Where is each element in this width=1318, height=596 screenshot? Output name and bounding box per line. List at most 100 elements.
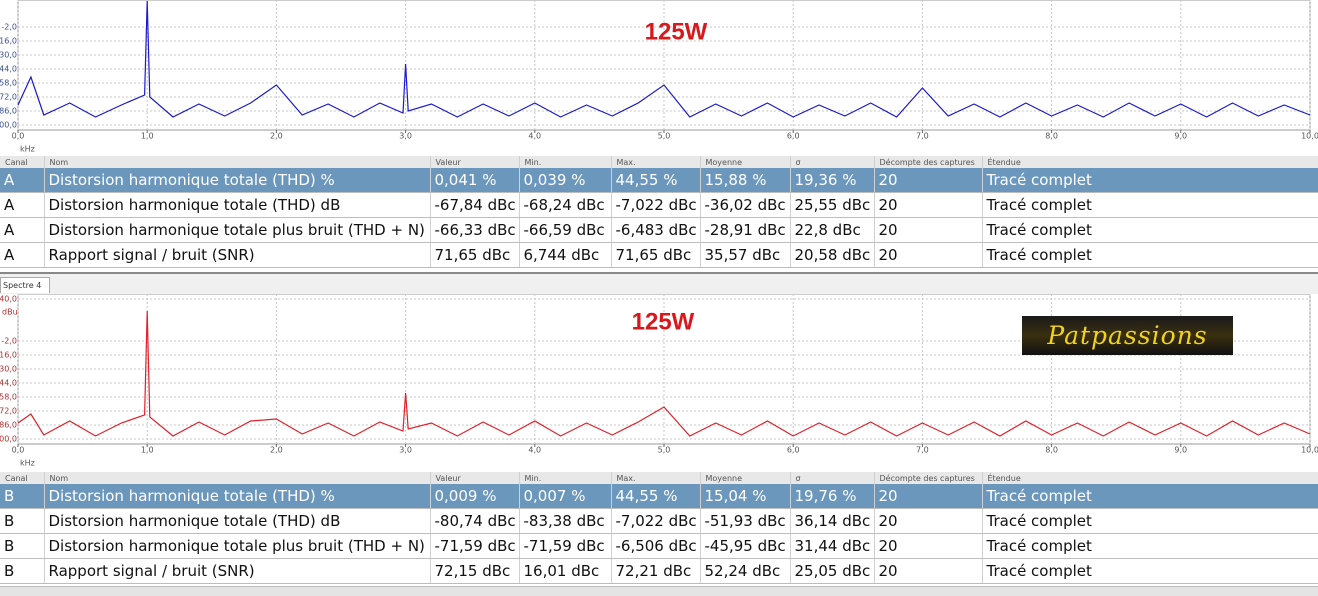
x-tick-label: 9,0 — [1174, 132, 1187, 141]
table-cell: 15,88 % — [700, 168, 791, 193]
column-header[interactable]: Canal — [0, 472, 45, 484]
table-cell: 0,007 % — [519, 484, 612, 509]
table-cell: 20 — [874, 192, 983, 218]
x-tick-label: 5,0 — [658, 132, 671, 141]
x-tick-label: 7,0 — [916, 132, 929, 141]
table-row[interactable]: B Rapport signal / bruit (SNR) 72,15 dBc 16… — [0, 558, 1318, 584]
table-cell: -6,506 dBc — [611, 533, 701, 559]
y-tick-label: -100,0 — [0, 121, 17, 130]
y-tick-label: -72,0 — [0, 407, 17, 416]
table-cell: -80,74 dBc — [430, 508, 520, 534]
column-header[interactable]: Valeur — [430, 472, 520, 484]
column-header[interactable]: Décompte des captures — [874, 472, 983, 484]
column-header[interactable]: Valeur — [430, 156, 520, 168]
table-cell: Distorsion harmonique totale (THD) dB — [44, 508, 431, 534]
column-header[interactable]: Max. — [611, 472, 701, 484]
table-cell: 44,55 % — [611, 484, 701, 509]
table-cell: Rapport signal / bruit (SNR) — [44, 242, 431, 268]
table-cell: Rapport signal / bruit (SNR) — [44, 558, 431, 584]
table-cell: 71,65 dBc — [611, 242, 701, 268]
x-tick-label: 3,0 — [399, 446, 412, 455]
column-header[interactable]: Min. — [519, 156, 612, 168]
y-tick-label: -44,0 — [0, 379, 17, 388]
x-tick-label: 10,0 — [1301, 446, 1318, 455]
table-cell: 20 — [874, 217, 983, 243]
table-cell: -36,02 dBc — [700, 192, 791, 218]
table-cell: 19,36 % — [790, 168, 875, 193]
x-axis-unit: kHz — [20, 145, 35, 154]
y-axis-unit: dBu — [2, 308, 18, 317]
y-tick-label: -72,0 — [0, 93, 17, 102]
column-header[interactable]: Canal — [0, 156, 45, 168]
table-row[interactable]: B Distorsion harmonique totale (THD) % 0,0… — [0, 484, 1318, 509]
table-cell: 15,04 % — [700, 484, 791, 509]
column-header[interactable]: Max. — [611, 156, 701, 168]
table-cell: -71,59 dBc — [519, 533, 612, 559]
table-cell: Tracé complet — [982, 217, 1318, 243]
measurements-table: Canal Nom Valeur Min. Max. Moyenne σ Décompte d… — [0, 156, 1318, 268]
table-cell: -6,483 dBc — [611, 217, 701, 243]
column-header[interactable]: Nom — [44, 472, 431, 484]
table-cell: Tracé complet — [982, 168, 1318, 193]
y-tick-label: -2,0 — [1, 23, 17, 32]
table-cell: B — [0, 484, 45, 509]
column-header[interactable]: Étendue — [982, 156, 1318, 168]
tab-bar: Spectre 4 — [0, 272, 1318, 294]
table-cell: -51,93 dBc — [700, 508, 791, 534]
table-cell: -66,59 dBc — [519, 217, 612, 243]
table-cell: -7,022 dBc — [611, 192, 701, 218]
chart-title: 125W — [632, 308, 695, 335]
table-cell: 20 — [874, 484, 983, 509]
x-tick-label: 2,0 — [270, 446, 283, 455]
column-header[interactable]: σ — [790, 472, 875, 484]
table-row[interactable]: B Distorsion harmonique totale (THD) dB -8… — [0, 508, 1318, 534]
table-cell: 71,65 dBc — [430, 242, 520, 268]
x-tick-label: 0,0 — [12, 446, 25, 455]
table-cell: 22,8 dBc — [790, 217, 875, 243]
column-header[interactable]: σ — [790, 156, 875, 168]
table-cell: 0,039 % — [519, 168, 612, 193]
column-header[interactable]: Nom — [44, 156, 431, 168]
watermark: Patpassions — [1022, 316, 1233, 355]
x-tick-label: 6,0 — [787, 446, 800, 455]
column-header[interactable]: Étendue — [982, 472, 1318, 484]
header-row: Canal Nom Valeur Min. Max. Moyenne σ Décompte d… — [0, 472, 1318, 484]
x-tick-label: 8,0 — [1045, 446, 1058, 455]
table-row[interactable]: B Distorsion harmonique totale plus bruit… — [0, 533, 1318, 559]
tab[interactable]: Spectre 4 — [0, 277, 51, 293]
table-cell: Distorsion harmonique totale (THD) % — [44, 484, 431, 509]
column-header[interactable]: Décompte des captures — [874, 156, 983, 168]
table-cell: 25,55 dBc — [790, 192, 875, 218]
x-tick-label: 2,0 — [270, 132, 283, 141]
table-cell: Tracé complet — [982, 533, 1318, 559]
table-cell: 25,05 dBc — [790, 558, 875, 584]
table-cell: 19,76 % — [790, 484, 875, 509]
table-cell: -68,24 dBc — [519, 192, 612, 218]
y-tick-label: -86,0 — [0, 421, 17, 430]
table-cell: 16,01 dBc — [519, 558, 612, 584]
table-cell: 72,21 dBc — [611, 558, 701, 584]
table-row[interactable]: A Distorsion harmonique totale (THD) % 0,0… — [0, 168, 1318, 193]
table-cell: -71,59 dBc — [430, 533, 520, 559]
table-cell: -28,91 dBc — [700, 217, 791, 243]
table-row[interactable]: A Distorsion harmonique totale (THD) dB -6… — [0, 192, 1318, 218]
column-header[interactable]: Moyenne — [700, 156, 791, 168]
y-tick-label: -2,0 — [1, 337, 17, 346]
table-cell: 35,57 dBc — [700, 242, 791, 268]
table-cell: -67,84 dBc — [430, 192, 520, 218]
y-tick-label: -86,0 — [0, 107, 17, 116]
x-tick-label: 4,0 — [528, 446, 541, 455]
table-cell: Distorsion harmonique totale plus bruit … — [44, 533, 431, 559]
column-header[interactable]: Moyenne — [700, 472, 791, 484]
x-tick-label: 7,0 — [916, 446, 929, 455]
table-row[interactable]: A Distorsion harmonique totale plus bruit… — [0, 217, 1318, 243]
table-row[interactable]: A Rapport signal / bruit (SNR) 71,65 dBc 6,… — [0, 242, 1318, 268]
table-cell: 0,041 % — [430, 168, 520, 193]
x-tick-label: 1,0 — [141, 132, 154, 141]
x-tick-label: 3,0 — [399, 132, 412, 141]
table-cell: 0,009 % — [430, 484, 520, 509]
table-cell: 31,44 dBc — [790, 533, 875, 559]
y-tick-label: -16,0 — [0, 351, 17, 360]
x-tick-label: 4,0 — [528, 132, 541, 141]
column-header[interactable]: Min. — [519, 472, 612, 484]
